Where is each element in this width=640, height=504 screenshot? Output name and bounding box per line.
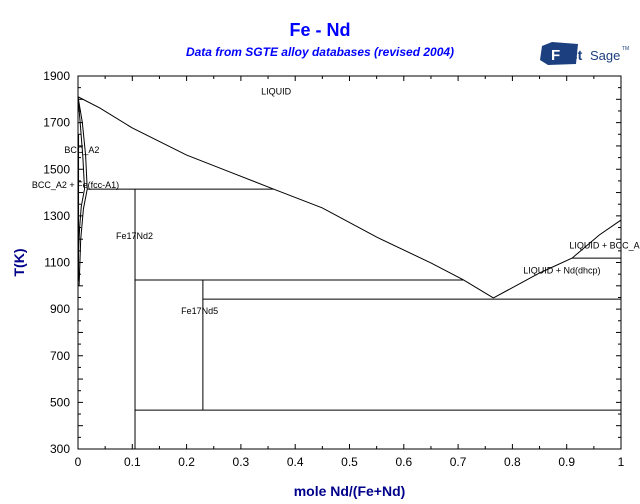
y-tick-label: 1100 xyxy=(44,256,70,270)
phase-boundary xyxy=(77,96,88,190)
phase-label: LIQUID + BCC_A2 xyxy=(569,241,640,251)
y-tick-label: 300 xyxy=(50,442,70,456)
chart-subtitle: Data from SGTE alloy databases (revised … xyxy=(185,45,455,59)
phase-boundary xyxy=(77,96,494,299)
x-tick-label: 0.3 xyxy=(233,455,250,469)
y-tick-label: 900 xyxy=(50,302,70,316)
x-tick-label: 0.4 xyxy=(287,455,304,469)
y-tick-label: 1900 xyxy=(43,69,70,83)
phase-label: BCC_A2 + Fe(fcc-A1) xyxy=(32,180,119,190)
y-axis-label: T(K) xyxy=(11,249,27,277)
svg-text:F: F xyxy=(551,47,560,64)
x-tick-label: 0.8 xyxy=(504,455,521,469)
phase-label: LIQUID + Nd(dhcp) xyxy=(523,266,600,276)
x-axis-label: mole Nd/(Fe+Nd) xyxy=(294,483,406,499)
y-tick-label: 1700 xyxy=(43,116,70,130)
phase-label: LIQUID xyxy=(261,87,292,97)
y-tick-label: 700 xyxy=(50,349,70,363)
x-tick-label: 0.1 xyxy=(124,455,141,469)
x-tick-label: 0.7 xyxy=(450,455,467,469)
x-tick-label: 1 xyxy=(618,455,625,469)
svg-text:act: act xyxy=(562,47,583,63)
x-tick-label: 0.5 xyxy=(341,455,358,469)
x-tick-label: 0.2 xyxy=(178,455,195,469)
svg-text:Sage: Sage xyxy=(590,48,620,63)
plot-frame xyxy=(77,75,622,450)
y-tick-label: 1500 xyxy=(43,162,70,176)
x-tick-label: 0 xyxy=(75,455,82,469)
phase-boundary xyxy=(77,96,86,190)
x-tick-label: 0.9 xyxy=(558,455,575,469)
phase-label: Fe17Nd5 xyxy=(181,306,218,316)
y-tick-label: 500 xyxy=(50,395,70,409)
phase-boundary xyxy=(493,219,622,299)
chart-title: Fe - Nd xyxy=(289,20,351,40)
svg-text:TM: TM xyxy=(622,46,629,52)
y-tick-label: 1300 xyxy=(43,209,70,223)
phase-label: Fe17Nd2 xyxy=(116,231,153,241)
factsage-logo: F act Sage TM xyxy=(540,42,629,65)
x-tick-label: 0.6 xyxy=(395,455,412,469)
phase-boundary xyxy=(78,188,88,286)
phase-label: BCC_A2 xyxy=(64,145,99,155)
